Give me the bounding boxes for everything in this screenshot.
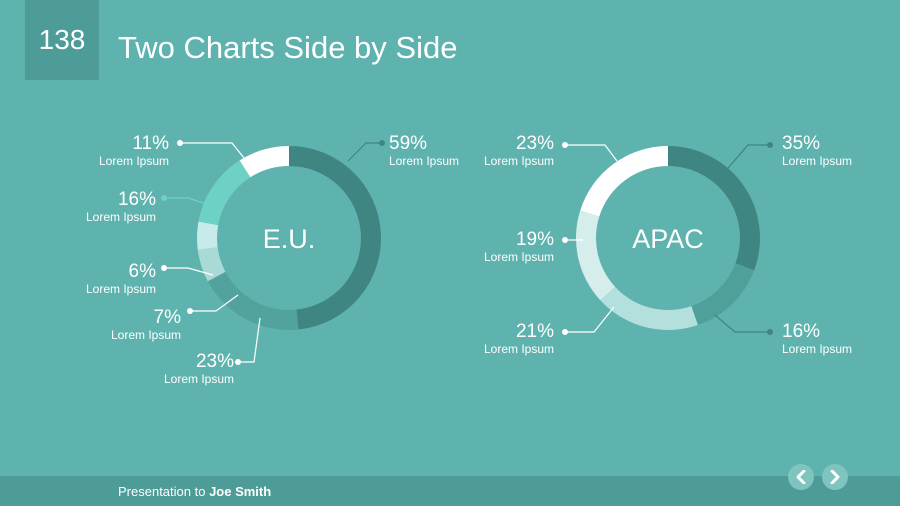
apac-label-3-pct: 21%	[515, 321, 554, 342]
apac-label-2-pct: 16%	[782, 321, 821, 342]
eu-label-2-sub: Lorem Ipsum	[163, 372, 234, 386]
eu-label-5-pct: 16%	[117, 189, 156, 210]
chevron-right-icon	[830, 470, 840, 484]
eu-leader-dot-4	[161, 265, 167, 271]
eu-label-2-pct: 23%	[195, 351, 234, 372]
eu-label-3-sub: Lorem Ipsum	[110, 328, 181, 342]
eu-slice-5	[198, 160, 251, 226]
eu-leader-4	[164, 267, 214, 276]
footer-text: Presentation to Joe Smith	[118, 484, 271, 499]
apac-slice-3	[600, 286, 698, 331]
footer-prefix: Presentation to	[118, 484, 210, 499]
eu-label-6-pct: 11%	[132, 133, 169, 154]
apac-label-5-pct: 23%	[515, 133, 554, 154]
apac-leader-1	[727, 144, 770, 169]
slide-title: Two Charts Side by Side	[118, 30, 458, 65]
apac-leader-2	[714, 314, 770, 333]
apac-slice-5	[580, 146, 668, 217]
apac-label-1-pct: 35%	[782, 133, 821, 154]
eu-label-5-sub: Lorem Ipsum	[85, 210, 156, 224]
eu-slice-2	[207, 271, 299, 330]
apac-label-4: 19% Lorem Ipsum	[474, 230, 554, 263]
next-button[interactable]	[822, 464, 848, 490]
eu-leader-2	[238, 317, 261, 363]
footer-bar: Presentation to Joe Smith	[0, 476, 900, 506]
apac-leader-dot-1	[767, 142, 773, 148]
eu-label-6-sub: Lorem Ipsum	[98, 154, 169, 168]
apac-leader-dot-5	[562, 142, 568, 148]
eu-label-4: 6% Lorem Ipsum	[76, 262, 156, 295]
apac-label-3: 21% Lorem Ipsum	[474, 322, 554, 355]
eu-slice-6	[239, 146, 289, 178]
apac-leader-dot-3	[562, 329, 568, 335]
eu-leader-dot-3	[187, 308, 193, 314]
apac-label-2: 16% Lorem Ipsum	[782, 322, 852, 355]
apac-leader-dot-2	[767, 329, 773, 335]
eu-leader-3	[190, 294, 239, 312]
eu-label-2: 23% Lorem Ipsum	[154, 352, 234, 385]
apac-slice-1	[668, 146, 760, 271]
footer-name: Joe Smith	[209, 484, 272, 499]
apac-center-label: APAC	[632, 224, 704, 254]
apac-leader-3	[565, 306, 615, 333]
apac-label-5: 23% Lorem Ipsum	[474, 134, 554, 167]
apac-label-1: 35% Lorem Ipsum	[782, 134, 852, 167]
eu-leader-5	[164, 197, 211, 206]
eu-leader-dot-6	[177, 140, 183, 146]
eu-label-3-pct: 7%	[153, 307, 181, 328]
prev-button[interactable]	[788, 464, 814, 490]
apac-label-1-sub: Lorem Ipsum	[782, 154, 853, 168]
apac-slice-2	[691, 263, 755, 326]
eu-label-5: 16% Lorem Ipsum	[76, 190, 156, 223]
eu-leader-dot-1	[379, 140, 385, 146]
apac-label-4-sub: Lorem Ipsum	[483, 250, 554, 264]
eu-leader-dot-2	[235, 359, 241, 365]
slide-number: 138	[25, 0, 99, 80]
chevron-left-icon	[796, 470, 806, 484]
apac-label-4-pct: 19%	[515, 229, 554, 250]
apac-leader-5	[565, 144, 618, 162]
eu-label-1-pct: 59%	[389, 133, 428, 154]
eu-label-4-pct: 6%	[128, 261, 156, 282]
apac-label-3-sub: Lorem Ipsum	[483, 342, 554, 356]
eu-label-1: 59% Lorem Ipsum	[389, 134, 459, 167]
apac-label-2-sub: Lorem Ipsum	[782, 342, 853, 356]
eu-leader-6	[180, 142, 245, 159]
apac-label-5-sub: Lorem Ipsum	[483, 154, 554, 168]
eu-center-label: E.U.	[263, 224, 316, 254]
eu-slice-4	[197, 221, 219, 250]
eu-leader-dot-5	[161, 195, 167, 201]
eu-leader-1	[347, 142, 382, 162]
eu-label-3: 7% Lorem Ipsum	[100, 308, 181, 341]
eu-slice-1	[289, 146, 382, 330]
apac-leader-dot-4	[562, 237, 568, 243]
eu-label-6: 11% Lorem Ipsum	[89, 134, 169, 167]
apac-slice-4	[576, 210, 616, 301]
eu-label-1-sub: Lorem Ipsum	[389, 154, 460, 168]
eu-label-4-sub: Lorem Ipsum	[85, 282, 156, 296]
